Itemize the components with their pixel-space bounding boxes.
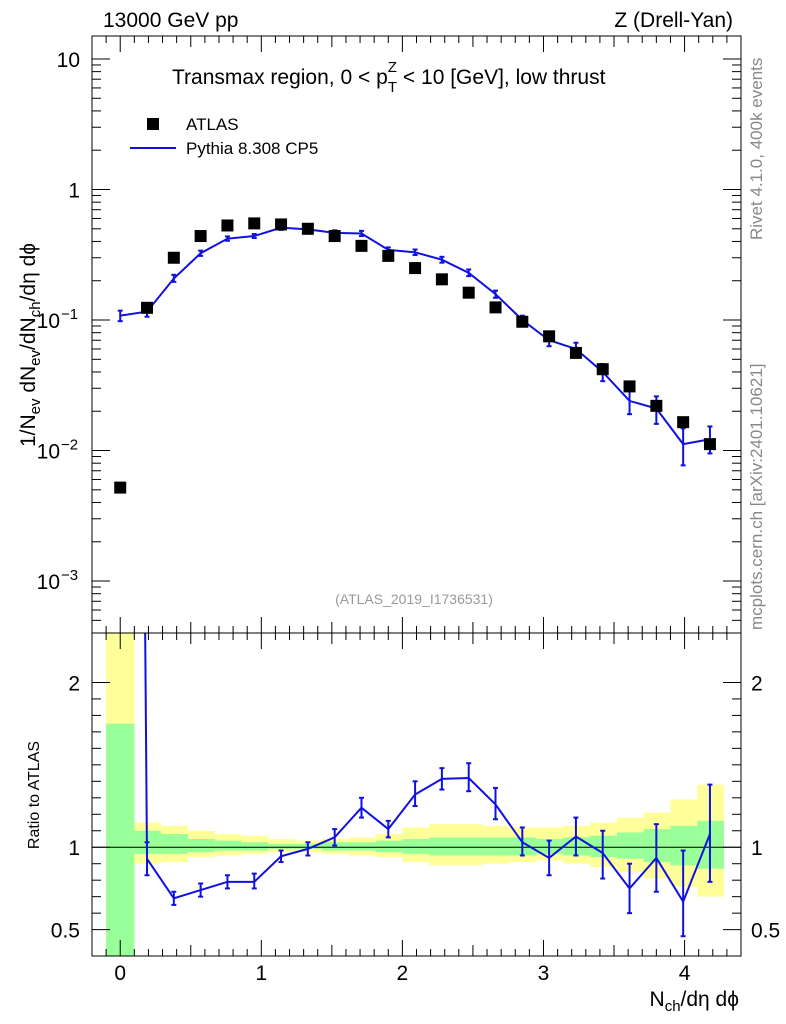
y-tick-label: 10 xyxy=(37,310,60,333)
mc-series-line xyxy=(120,226,711,446)
y-tick-exponent: −2 xyxy=(61,437,78,454)
ratio-y-axis-label: Ratio to ATLAS xyxy=(26,741,43,849)
mcplots-label: mcplots.cern.ch [arXiv:2401.10621] xyxy=(747,364,766,630)
x-tick-label: 4 xyxy=(679,962,691,985)
data-point xyxy=(677,416,690,429)
x-tick-label: 2 xyxy=(397,962,409,985)
data-point xyxy=(141,301,154,314)
data-point xyxy=(596,363,609,376)
data-point xyxy=(114,481,127,494)
ratio-y-tick-label-right: 0.5 xyxy=(751,920,780,943)
ylabel-part: ev xyxy=(27,398,44,414)
data-point xyxy=(194,230,207,243)
energy-label: 13000 GeV pp xyxy=(103,9,238,32)
plot-title-pre: Transmax region, 0 < p xyxy=(172,66,388,89)
x-tick-label: 0 xyxy=(114,962,126,985)
uncertainty-band-inner xyxy=(187,838,215,853)
plot-title: Transmax region, 0 < pZ T < 10 [GeV], low… xyxy=(172,59,606,96)
data-point xyxy=(409,262,422,275)
legend-data-label: ATLAS xyxy=(186,115,239,134)
process-label: Z (Drell-Yan) xyxy=(614,9,733,32)
ratio-y-tick-label-right: 1 xyxy=(751,837,763,860)
data-point xyxy=(462,286,475,299)
rivet-version-label: Rivet 4.1.0, 400k events xyxy=(747,58,766,240)
ratio-y-tick-label-right: 2 xyxy=(751,672,763,695)
x-tick-label: 3 xyxy=(538,962,550,985)
y-tick-exponent: −3 xyxy=(61,567,78,584)
plot-title-sup: Z xyxy=(388,59,397,76)
ratio-y-tick-label: 1 xyxy=(68,837,80,860)
data-point xyxy=(328,230,341,243)
ylabel-part: ch xyxy=(27,301,44,317)
legend: ATLAS Pythia 8.308 CP5 xyxy=(130,115,318,158)
uncertainty-band-inner xyxy=(375,840,403,853)
data-point xyxy=(248,217,261,230)
data-point xyxy=(382,249,395,262)
uncertainty-band-inner xyxy=(348,842,376,851)
uncertainty-band-inner xyxy=(106,723,135,956)
data-point xyxy=(703,438,716,451)
xlabel-part: /dη dϕ xyxy=(681,988,739,1011)
ylabel-part: /dη dϕ xyxy=(17,243,40,301)
uncertainty-band-inner xyxy=(429,837,457,856)
y-tick-label: 1 xyxy=(68,180,80,203)
ylabel-part: /dN xyxy=(17,317,40,350)
ylabel-part: dN xyxy=(17,366,40,399)
main-y-axis-label: 1/Nev dNev/dNch/dη dϕ xyxy=(17,243,44,447)
xlabel-part: ch xyxy=(665,998,681,1015)
ratio-y-tick-label: 2 xyxy=(68,672,80,695)
legend-data-marker xyxy=(147,118,159,130)
y-tick-exponent: −1 xyxy=(61,306,78,323)
ratio-series-line xyxy=(144,633,711,904)
plot-title-post: < 10 [GeV], low thrust xyxy=(397,66,606,89)
x-axis-label: Nch/dη dϕ xyxy=(650,988,739,1015)
data-point xyxy=(623,380,636,393)
y-tick-label: 10 xyxy=(57,49,80,72)
uncertainty-band-inner xyxy=(616,832,644,859)
uncertainty-band-inner xyxy=(161,834,188,854)
data-point xyxy=(516,315,529,328)
data-point xyxy=(167,251,180,264)
uncertainty-band-inner xyxy=(241,842,269,851)
xlabel-part: N xyxy=(650,988,665,1011)
data-point xyxy=(221,219,234,232)
ratio-panel: 2 2 1 1 0.5 0.5 0 1 2 3 4 Ratio to ATLAS Nch/dη dϕ xyxy=(26,632,780,1015)
uncertainty-band-inner xyxy=(482,837,510,856)
data-point xyxy=(275,218,288,231)
ylabel-part: 1/N xyxy=(17,414,40,447)
y-tick-label: 10 xyxy=(37,441,60,464)
data-point xyxy=(435,273,448,286)
data-point xyxy=(355,239,368,252)
uncertainty-band-inner xyxy=(268,843,296,849)
data-point xyxy=(650,399,663,412)
ratio-y-tick-label: 0.5 xyxy=(51,920,80,943)
uncertainty-band-inner xyxy=(456,837,483,856)
x-tick-label: 1 xyxy=(255,962,267,985)
data-point xyxy=(543,330,556,343)
ylabel-part: ev xyxy=(27,349,44,365)
legend-mc-label: Pythia 8.308 CP5 xyxy=(186,139,318,158)
data-point xyxy=(569,346,582,359)
y-tick-label: 10 xyxy=(37,571,60,594)
data-point xyxy=(301,222,314,235)
uncertainty-band-inner xyxy=(402,838,430,854)
plot-title-sub: T xyxy=(388,79,397,96)
analysis-watermark: (ATLAS_2019_I1736531) xyxy=(335,591,493,607)
uncertainty-band-inner xyxy=(214,840,242,851)
data-point xyxy=(489,301,502,314)
